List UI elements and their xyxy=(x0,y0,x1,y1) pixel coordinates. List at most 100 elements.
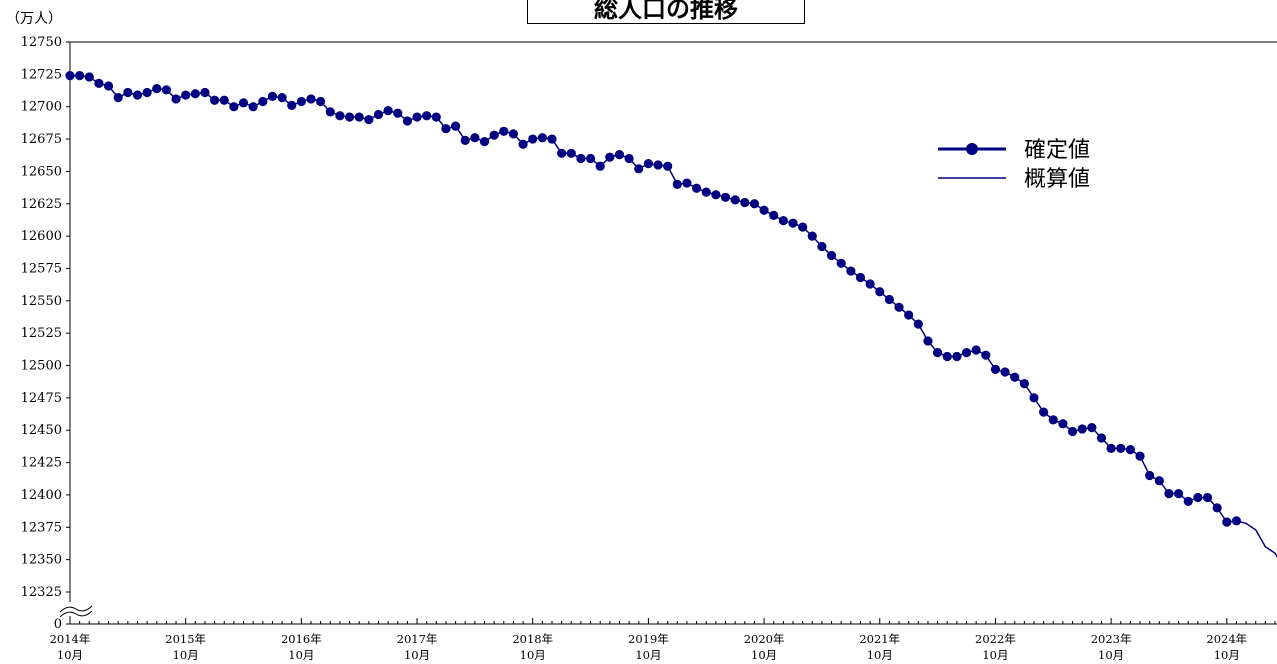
data-point-confirmed xyxy=(1048,415,1058,425)
x-axis: 2014年 10月 2015年 10月 2016年 10月 2017年 10月 2018年 10月… xyxy=(50,618,1277,662)
data-point-confirmed xyxy=(1193,492,1203,503)
y-tick-label: 12550 xyxy=(21,294,62,309)
data-point-confirmed xyxy=(65,71,75,81)
data-point-confirmed xyxy=(807,231,817,241)
data-point-confirmed xyxy=(730,195,740,205)
data-point-confirmed xyxy=(894,302,904,312)
y-tick-label: 12525 xyxy=(21,326,62,341)
data-point-confirmed xyxy=(990,364,1001,375)
data-point-confirmed xyxy=(344,112,355,122)
data-point-confirmed xyxy=(316,96,326,107)
x-tick-label-month: 10月 xyxy=(751,648,777,662)
x-tick-label-year: 2020年 xyxy=(744,632,785,646)
data-point-confirmed xyxy=(1000,367,1010,377)
data-point-confirmed xyxy=(923,336,933,346)
data-point-confirmed xyxy=(412,112,422,122)
data-point-confirmed xyxy=(1106,443,1116,453)
data-point-confirmed xyxy=(258,96,268,107)
data-point-confirmed xyxy=(152,83,162,94)
data-point-confirmed xyxy=(431,112,441,122)
data-point-confirmed xyxy=(1010,372,1020,382)
y-tick-label: 12475 xyxy=(21,391,62,406)
y-tick-label: 12600 xyxy=(21,229,62,244)
x-tick-label-year: 2024年 xyxy=(1206,632,1247,646)
data-point-confirmed xyxy=(942,351,952,362)
x-tick-label-month: 10月 xyxy=(867,648,893,662)
data-point-confirmed xyxy=(913,319,923,329)
data-point-confirmed xyxy=(904,310,914,320)
x-tick-label-year: 2014年 xyxy=(50,632,91,646)
data-point-confirmed xyxy=(769,210,779,221)
data-point-confirmed xyxy=(1231,516,1242,526)
data-point-confirmed xyxy=(692,183,702,193)
series-line-estimated xyxy=(1236,520,1277,558)
y-tick-label: 12450 xyxy=(21,423,62,438)
data-point-confirmed xyxy=(1029,393,1039,403)
data-point-confirmed xyxy=(479,137,490,147)
data-point-confirmed xyxy=(75,71,85,81)
y-tick-label: 12325 xyxy=(21,585,62,600)
y-tick-label: 12650 xyxy=(21,164,62,179)
data-point-confirmed xyxy=(788,218,798,228)
x-tick-label-year: 2022年 xyxy=(975,632,1016,646)
data-point-confirmed xyxy=(576,153,586,164)
x-tick-label-month: 10月 xyxy=(1214,648,1240,662)
data-point-confirmed xyxy=(585,153,596,164)
x-tick-label-year: 2019年 xyxy=(628,632,669,646)
data-point-confirmed xyxy=(981,350,991,360)
axis-break-icon xyxy=(59,602,96,618)
x-tick-label-month: 10月 xyxy=(635,648,661,662)
series-layer xyxy=(65,71,1277,558)
data-point-confirmed xyxy=(1058,419,1068,429)
data-point-confirmed xyxy=(884,294,895,305)
data-point-confirmed xyxy=(296,96,306,107)
x-tick-label-month: 10月 xyxy=(57,648,83,662)
data-point-confirmed xyxy=(672,179,682,189)
x-tick-label-year: 2023年 xyxy=(1091,632,1132,646)
data-point-confirmed xyxy=(161,85,171,95)
y-axis: 12750 12725 12700 12675 12650 12625 12600 12575… xyxy=(21,35,1277,632)
data-point-confirmed xyxy=(1154,476,1164,486)
data-point-confirmed xyxy=(306,94,316,104)
data-point-confirmed xyxy=(846,266,856,276)
data-point-confirmed xyxy=(489,130,499,140)
data-point-confirmed xyxy=(499,126,509,136)
data-point-confirmed xyxy=(1039,407,1049,417)
data-point-confirmed xyxy=(566,148,576,158)
legend-confirmed-marker xyxy=(966,143,978,155)
data-point-confirmed xyxy=(605,152,615,162)
legend-label-confirmed: 確定値 xyxy=(1024,138,1090,163)
legend: 確定値 概算値 xyxy=(938,138,1090,192)
data-point-confirmed xyxy=(701,187,711,197)
data-point-confirmed xyxy=(961,347,972,358)
data-point-confirmed xyxy=(402,116,412,126)
data-point-confirmed xyxy=(624,153,634,164)
data-point-confirmed xyxy=(1174,489,1184,499)
data-point-confirmed xyxy=(614,149,625,160)
data-point-confirmed xyxy=(971,345,981,355)
data-point-confirmed xyxy=(200,87,210,98)
data-point-confirmed xyxy=(210,95,220,105)
y-tick-label: 12425 xyxy=(21,456,62,471)
data-point-confirmed xyxy=(393,108,403,118)
data-point-confirmed xyxy=(711,190,721,200)
data-point-confirmed xyxy=(1222,517,1232,527)
data-point-confirmed xyxy=(778,215,788,226)
x-tick-label-year: 2016年 xyxy=(281,632,322,646)
data-point-confirmed xyxy=(1019,379,1029,389)
data-point-confirmed xyxy=(653,160,663,170)
data-point-confirmed xyxy=(817,241,827,252)
data-point-confirmed xyxy=(277,93,287,103)
data-point-confirmed xyxy=(508,129,519,139)
data-point-confirmed xyxy=(643,159,654,169)
data-point-confirmed xyxy=(422,111,432,121)
data-point-confirmed xyxy=(238,98,249,108)
data-point-confirmed xyxy=(634,164,644,174)
data-point-confirmed xyxy=(103,81,114,91)
data-point-confirmed xyxy=(1125,445,1135,455)
data-point-confirmed xyxy=(94,78,104,89)
data-point-confirmed xyxy=(933,347,943,358)
data-point-confirmed xyxy=(1202,492,1213,503)
y-tick-label: 12625 xyxy=(21,197,62,212)
